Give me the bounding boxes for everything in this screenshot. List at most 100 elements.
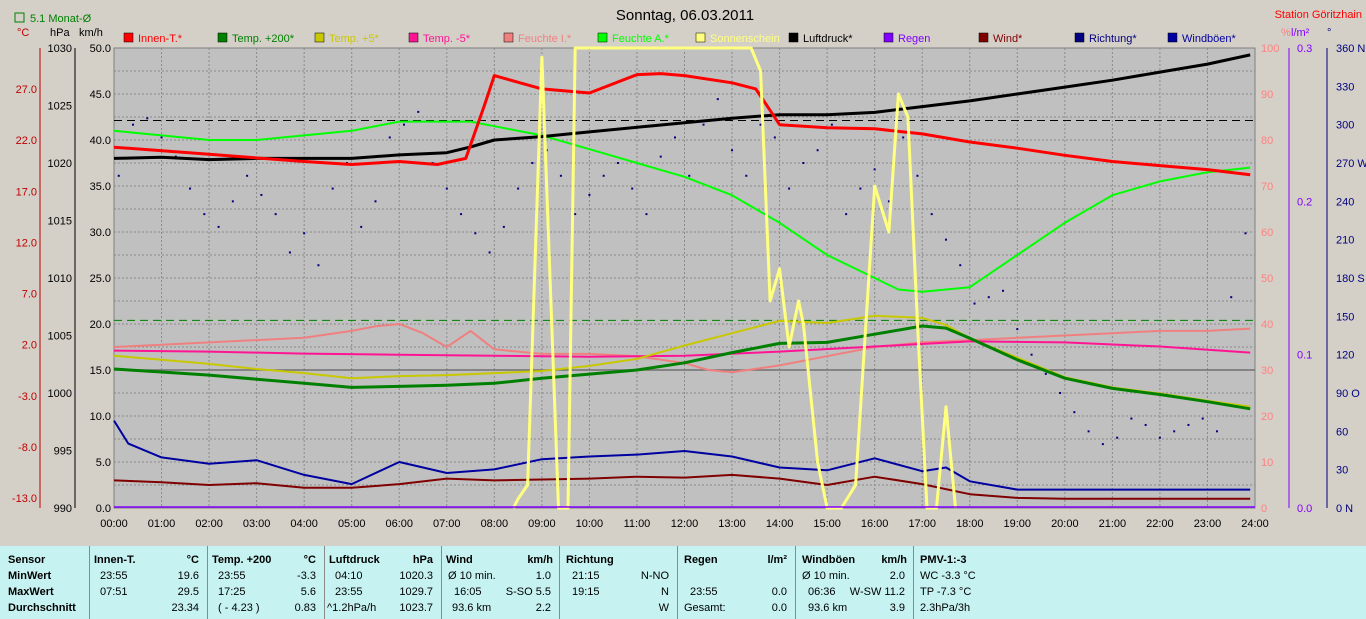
x-tick-label: 12:00 <box>671 518 699 530</box>
wind-tick-label: 25.0 <box>90 273 111 285</box>
direction-point <box>460 213 463 216</box>
direction-point <box>274 213 277 216</box>
stats-cell: -3.3 <box>297 570 316 582</box>
legend-swatch <box>883 32 894 43</box>
direction-tick-label: 60 <box>1336 426 1348 438</box>
stats-cell: 19.6 <box>177 570 199 582</box>
direction-point <box>987 296 990 299</box>
humidity-tick-label: 60 <box>1261 227 1273 239</box>
direction-point <box>645 213 648 216</box>
stats-cell: Ø 10 min. <box>448 570 496 582</box>
temp-tick-label: 17.0 <box>16 186 37 198</box>
direction-point <box>1030 353 1033 356</box>
direction-tick-label: 210 <box>1336 235 1354 247</box>
legend-swatch <box>597 32 608 43</box>
direction-point <box>146 117 149 120</box>
direction-point <box>716 98 719 101</box>
direction-point <box>916 174 919 177</box>
stats-cell: 3.9 <box>889 602 905 614</box>
pressure-tick-label: 1025 <box>48 101 72 113</box>
stats-cell: W <box>658 602 669 614</box>
x-tick-label: 13:00 <box>718 518 746 530</box>
direction-point <box>574 213 577 216</box>
stats-cell: Gesamt: <box>684 602 726 614</box>
stats-min-label: MinWert <box>8 570 52 582</box>
unit-celsius: °C <box>17 27 29 39</box>
x-tick-label: 00:00 <box>100 518 128 530</box>
direction-point <box>1016 328 1019 331</box>
direction-point <box>260 193 263 196</box>
direction-point <box>246 174 249 177</box>
stats-pmv-col: PMV-1:-3 WC -3.3 °C TP -7.3 °C 2.3hPa/3h <box>914 546 1014 619</box>
stats-cell: ^1.2hPa/h <box>327 602 377 614</box>
x-tick-label: 17:00 <box>908 518 936 530</box>
legend-label: Innen-T.* <box>138 33 183 45</box>
legend-swatch <box>1074 32 1085 43</box>
direction-point <box>873 168 876 171</box>
direction-point <box>588 193 591 196</box>
series-wind <box>113 473 1251 500</box>
direction-point <box>773 136 776 139</box>
direction-tick-label: 0 N <box>1336 503 1353 515</box>
stats-cell: Innen-T. <box>94 554 136 566</box>
direction-point <box>731 149 734 152</box>
stats-cell: PMV-1:-3 <box>920 554 967 566</box>
x-tick-label: 23:00 <box>1194 518 1222 530</box>
rain-tick-label: 0.2 <box>1297 196 1312 208</box>
stats-cell: 21:15 <box>572 570 600 582</box>
stats-cell: 0.0 <box>771 586 787 598</box>
wind-tick-label: 35.0 <box>90 181 111 193</box>
unit-percent: % <box>1281 27 1291 39</box>
direction-point <box>688 174 691 177</box>
x-tick-label: 11:00 <box>624 518 651 530</box>
stats-cell: S-SO 5.5 <box>505 586 551 598</box>
legend-swatch <box>503 32 514 43</box>
direction-tick-label: 240 <box>1336 196 1354 208</box>
stats-cell: 1023.7 <box>399 602 433 614</box>
rain-tick-label: 0.0 <box>1297 503 1312 515</box>
station-label: Station Göritzhain <box>1275 9 1362 21</box>
direction-tick-label: 30 <box>1336 465 1348 477</box>
direction-point <box>360 225 363 228</box>
humidity-tick-label: 30 <box>1261 365 1273 377</box>
x-tick-label: 03:00 <box>243 518 271 530</box>
series-windb-en <box>113 420 1251 491</box>
direction-point <box>231 200 234 203</box>
x-tick-label: 06:00 <box>385 518 413 530</box>
stats-cell: 0.83 <box>294 602 316 614</box>
x-tick-label: 16:00 <box>861 518 889 530</box>
stats-cell: 1029.7 <box>399 586 433 598</box>
x-tick-label: 10:00 <box>576 518 604 530</box>
direction-point <box>1230 296 1233 299</box>
legend-label: Feuchte I.* <box>518 33 572 45</box>
reference-lines <box>114 119 1255 371</box>
stats-cell: 2.0 <box>889 570 905 582</box>
direction-point <box>659 155 662 158</box>
direction-tick-label: 180 S <box>1336 273 1365 285</box>
pressure-tick-label: 1030 <box>48 43 72 55</box>
wind-tick-label: 40.0 <box>90 135 111 147</box>
direction-point <box>1201 417 1204 420</box>
stats-cell: 2.3hPa/3h <box>920 602 971 614</box>
direction-point <box>631 187 634 190</box>
direction-tick-label: 120 <box>1336 350 1354 362</box>
humidity-tick-label: 80 <box>1261 135 1273 147</box>
direction-point <box>944 238 947 241</box>
direction-point <box>217 225 220 228</box>
direction-point <box>488 251 491 254</box>
stats-cell: Windböen <box>802 554 856 566</box>
stats-cell: 1.0 <box>535 570 551 582</box>
legend-swatch <box>788 32 799 43</box>
temp-tick-label: 2.0 <box>22 340 37 352</box>
stats-wind-col: Wind km/h Ø 10 min. 1.0 16:05 S-SO 5.5 9… <box>442 546 560 619</box>
stats-cell: hPa <box>412 554 433 566</box>
stats-cell: 23:55 <box>690 586 718 598</box>
stats-avg-label: Durchschnitt <box>8 602 76 614</box>
stats-cell: 06:36 <box>808 586 836 598</box>
direction-point <box>331 187 334 190</box>
stats-cell: 93.6 km <box>452 602 492 614</box>
humidity-tick-label: 50 <box>1261 273 1273 285</box>
stats-cell: 5.6 <box>300 586 316 598</box>
legend-swatch <box>1167 32 1178 43</box>
direction-point <box>474 232 477 235</box>
